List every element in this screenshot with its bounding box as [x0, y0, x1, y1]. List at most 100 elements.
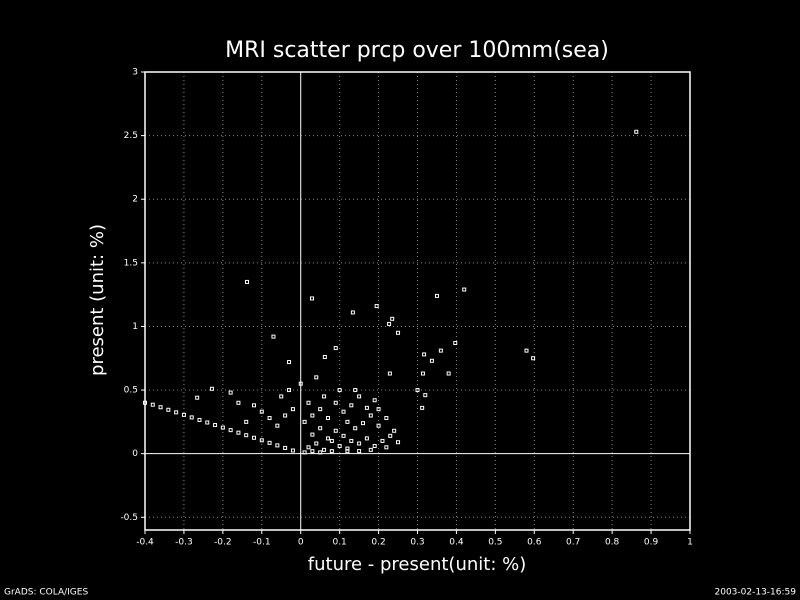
data-point [267, 416, 272, 421]
y-tick-label: 0 [132, 449, 138, 459]
data-point [374, 304, 379, 309]
data-point [325, 436, 330, 441]
data-point [318, 450, 323, 455]
data-point [283, 445, 288, 450]
data-point [306, 400, 311, 405]
data-point [434, 293, 439, 298]
data-point [275, 443, 280, 448]
data-point [422, 352, 427, 357]
x-tick-label: 0.8 [605, 538, 620, 548]
data-point [322, 394, 327, 399]
data-point [380, 438, 385, 443]
data-point [368, 447, 373, 452]
data-point [364, 436, 369, 441]
data-point [318, 407, 323, 412]
data-point [290, 407, 295, 412]
data-point [314, 441, 319, 446]
y-axis-label: present (unit: %) [87, 224, 108, 376]
x-tick-label: -0.4 [136, 538, 154, 548]
data-point [267, 440, 272, 445]
data-point [195, 395, 200, 400]
data-point [314, 375, 319, 380]
data-point [244, 279, 249, 284]
data-point [462, 287, 467, 292]
data-point [337, 388, 342, 393]
data-point [181, 412, 186, 417]
data-point [236, 400, 241, 405]
data-point [236, 430, 241, 435]
x-tick-label: 0.2 [371, 538, 385, 548]
data-point [349, 438, 354, 443]
data-point [244, 419, 249, 424]
data-point [220, 425, 225, 430]
data-point [302, 450, 307, 455]
plot-frame [144, 71, 691, 531]
data-point [287, 388, 292, 393]
data-point [531, 356, 536, 361]
data-point [279, 394, 284, 399]
data-point [158, 405, 163, 410]
x-tick-label: 0.3 [410, 538, 424, 548]
data-point [390, 316, 395, 321]
data-point [322, 354, 327, 359]
data-point [453, 340, 458, 345]
data-point [387, 321, 392, 326]
data-point [345, 449, 350, 454]
x-tick-label: 0.7 [566, 538, 580, 548]
data-point [310, 296, 315, 301]
y-tick-label: 1.5 [124, 258, 138, 268]
footer-left: GrADS: COLA/IGES [4, 588, 88, 598]
x-tick-label: 0.5 [488, 538, 502, 548]
data-point [384, 445, 389, 450]
data-point [166, 407, 171, 412]
data-point [341, 433, 346, 438]
data-point [244, 433, 249, 438]
data-point [259, 438, 264, 443]
y-tick-label: 3 [132, 68, 138, 78]
data-point [302, 419, 307, 424]
data-point [345, 419, 350, 424]
data-point [353, 388, 358, 393]
data-point [357, 394, 362, 399]
data-point [333, 346, 338, 351]
data-point [329, 449, 334, 454]
data-point [438, 348, 443, 353]
data-point [634, 129, 639, 134]
data-point [143, 400, 147, 405]
data-point [388, 433, 393, 438]
x-tick-label: 0 [298, 538, 304, 548]
data-point [205, 420, 210, 425]
data-point [396, 330, 401, 335]
data-point [353, 426, 358, 431]
data-point [252, 435, 256, 440]
data-point [333, 400, 338, 405]
data-point [150, 402, 155, 407]
data-point [420, 405, 425, 410]
data-point [252, 403, 256, 408]
y-tick-label: -0.5 [120, 513, 138, 523]
data-point [298, 381, 303, 386]
data-point [197, 417, 202, 422]
data-point [396, 440, 401, 445]
data-point [325, 416, 330, 421]
data-point [361, 421, 365, 426]
x-tick-label: -0.3 [175, 538, 193, 548]
data-point [275, 423, 280, 428]
data-point [349, 403, 354, 408]
data-point [329, 438, 334, 443]
data-point [423, 393, 428, 398]
chart-title: MRI scatter prcp over 100mm(sea) [225, 38, 609, 63]
data-point [376, 423, 381, 428]
data-point [283, 413, 288, 418]
data-point [174, 410, 179, 415]
data-point [310, 413, 315, 418]
data-point [524, 348, 529, 353]
data-point [387, 371, 392, 376]
data-point [209, 386, 214, 391]
data-point [364, 405, 369, 410]
data-point [446, 371, 451, 376]
data-point [372, 444, 377, 449]
x-tick-label: 0.4 [449, 538, 464, 548]
